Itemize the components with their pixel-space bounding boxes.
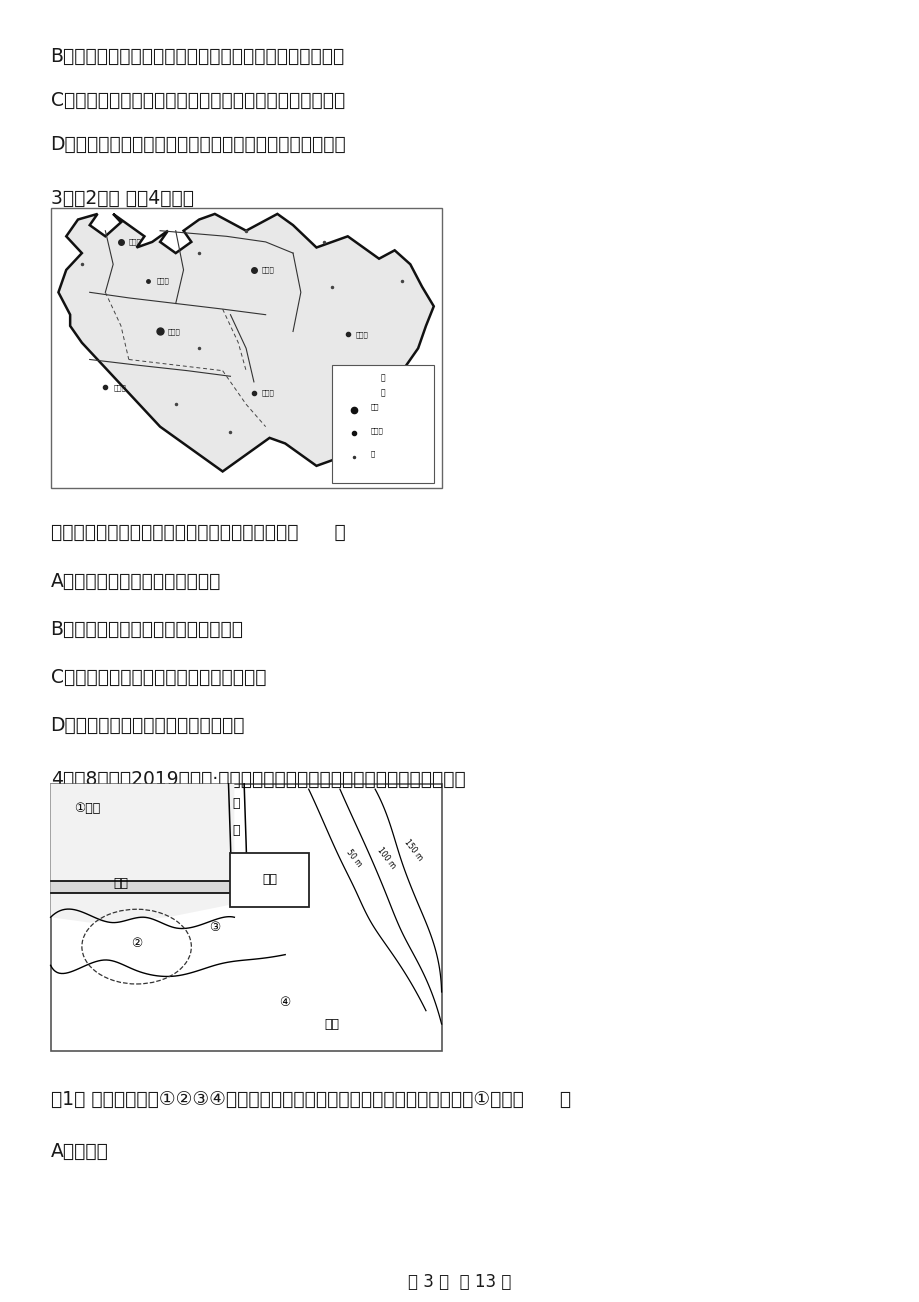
Text: 辽源市: 辽源市: [379, 379, 391, 385]
Text: 四平市: 四平市: [113, 384, 126, 391]
Text: B．科技越发达，人们利用的资源越多，环境人口容量越小: B．科技越发达，人们利用的资源越多，环境人口容量越小: [51, 47, 345, 66]
Text: 50 m: 50 m: [344, 848, 363, 868]
Text: D．社会分配制度等因素，对环境人口容量的大小也有影响: D．社会分配制度等因素，对环境人口容量的大小也有影响: [51, 135, 346, 155]
Text: 长春市: 长春市: [168, 328, 180, 335]
Bar: [51, 784, 441, 1051]
Text: 图: 图: [380, 374, 385, 383]
Text: （1） 若图示地区在①②③④地规划布局小麦地、果园、乳牛厂和蔬菜地，那么①地是（      ）: （1） 若图示地区在①②③④地规划布局小麦地、果园、乳牛厂和蔬菜地，那么①地是（…: [51, 1090, 570, 1109]
Polygon shape: [59, 214, 434, 471]
Text: 农安县: 农安县: [156, 277, 169, 284]
Text: 通化市: 通化市: [356, 331, 368, 337]
Text: 桦甸市: 桦甸市: [262, 389, 274, 396]
Text: 县: 县: [370, 450, 375, 457]
Text: 第 3 页  共 13 页: 第 3 页 共 13 页: [408, 1273, 511, 1292]
Text: ①平原: ①平原: [74, 802, 100, 815]
Text: 4．（8分）（2019高一下·武威月考）读某地区局部示意图，回答下列各题。: 4．（8分）（2019高一下·武威月考）读某地区局部示意图，回答下列各题。: [51, 769, 465, 789]
Text: 公路: 公路: [113, 878, 129, 891]
Text: ③: ③: [209, 922, 221, 935]
Polygon shape: [51, 784, 234, 923]
Text: 3．（2分） 读图4，完成: 3．（2分） 读图4，完成: [51, 189, 193, 208]
Text: D．桦甸市和四平市城市服务功能相同: D．桦甸市和四平市城市服务功能相同: [51, 716, 244, 736]
Bar: [51, 208, 441, 488]
Text: 地级市: 地级市: [370, 427, 383, 434]
Text: 100 m: 100 m: [375, 845, 397, 870]
Text: C．消费水平越低，人均所需资源越少，环境人口容量越小: C．消费水平越低，人均所需资源越少，环境人口容量越小: [51, 91, 345, 111]
Text: ②: ②: [130, 937, 142, 950]
Bar: [231, 853, 309, 906]
Text: A．吉林市的服务范围较长春市小: A．吉林市的服务范围较长春市小: [51, 572, 221, 591]
Bar: [332, 365, 434, 483]
Text: ④: ④: [279, 996, 290, 1009]
Text: C．长春市与松原市的服务范围不可能重叠: C．长春市与松原市的服务范围不可能重叠: [51, 668, 266, 687]
Text: B．农安县提供的服务种类较四平市多: B．农安县提供的服务种类较四平市多: [51, 620, 244, 639]
Bar: [51, 881, 231, 893]
Text: 150 m: 150 m: [403, 838, 425, 863]
Text: 省会: 省会: [370, 404, 379, 410]
Text: 流: 流: [233, 797, 240, 810]
Text: 吉林市: 吉林市: [262, 267, 274, 273]
Text: 城市: 城市: [262, 874, 277, 887]
Text: 下列有关城市规模与服务功能的叙述，正确的是（      ）: 下列有关城市规模与服务功能的叙述，正确的是（ ）: [51, 523, 345, 543]
Text: A．小麦地: A．小麦地: [51, 1142, 108, 1161]
Text: 丘陵: 丘陵: [324, 1018, 339, 1030]
Text: 例: 例: [380, 388, 385, 397]
Text: 河: 河: [233, 824, 240, 837]
Text: 松原市: 松原市: [129, 238, 142, 245]
